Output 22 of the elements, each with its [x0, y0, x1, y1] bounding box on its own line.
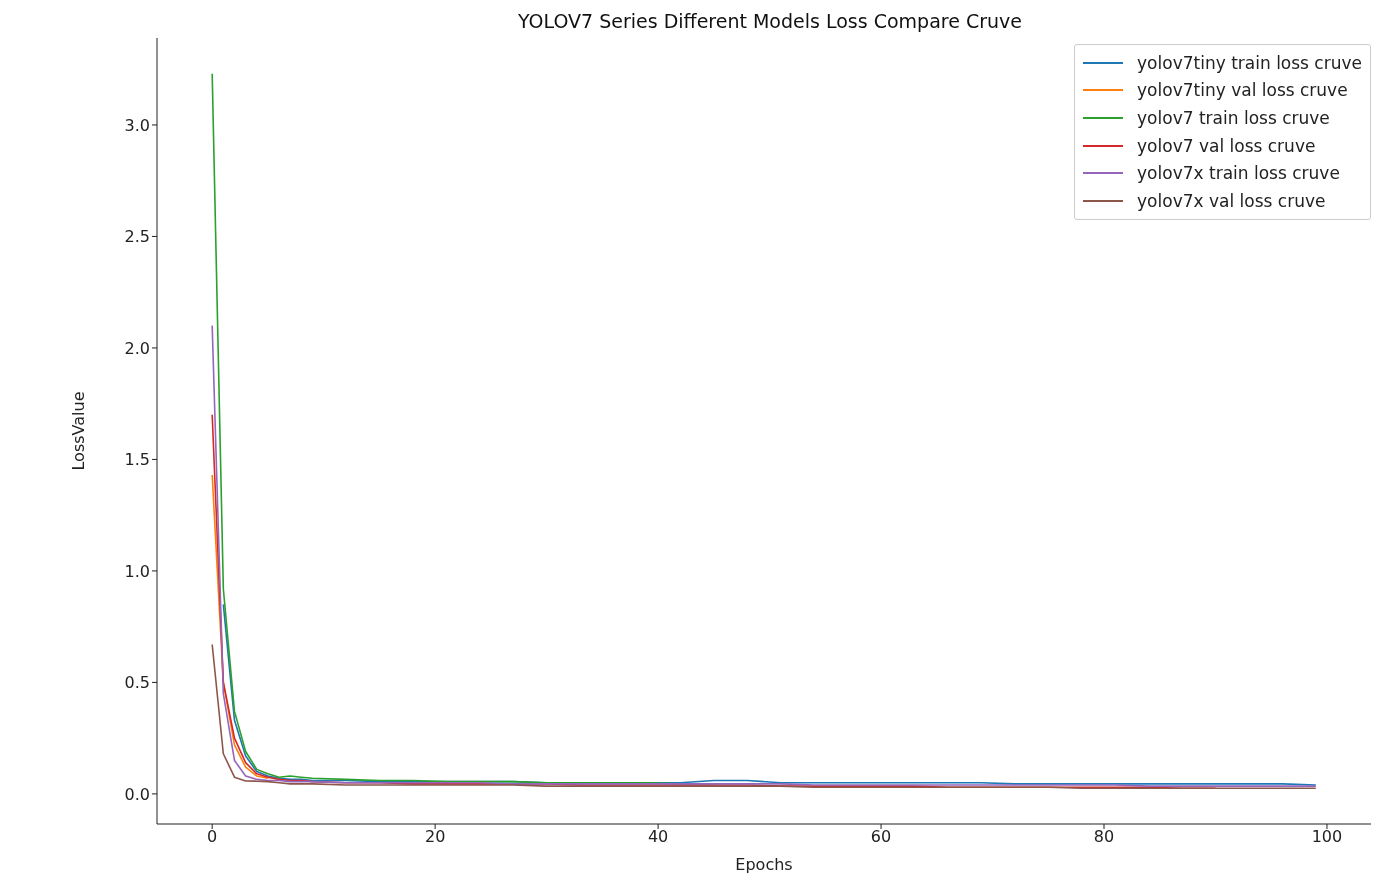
- y-tick-label: 2.0: [124, 338, 150, 358]
- y-tick-label: 0.5: [124, 673, 150, 693]
- chart-title: YOLOV7 Series Different Models Loss Compare Cruve: [517, 10, 1023, 32]
- legend-label: yolov7x train loss cruve: [1137, 163, 1340, 184]
- y-tick-label: 0.0: [124, 784, 150, 804]
- legend-label: yolov7 val loss cruve: [1137, 135, 1316, 156]
- x-tick-label: 60: [870, 827, 892, 847]
- x-tick-label: 40: [647, 827, 669, 847]
- x-tick-label: 0: [207, 827, 218, 847]
- y-tick-label: 2.5: [124, 227, 150, 247]
- y-tick-label: 3.0: [124, 115, 150, 135]
- y-axis-title: LossValue: [68, 391, 88, 471]
- legend-label: yolov7tiny val loss cruve: [1137, 80, 1348, 101]
- x-tick-label: 80: [1093, 827, 1115, 847]
- legend-label: yolov7x val loss cruve: [1137, 190, 1326, 211]
- x-tick-label: 20: [424, 827, 446, 847]
- y-tick-label: 1.0: [124, 561, 150, 581]
- x-tick-label: 100: [1311, 827, 1343, 847]
- x-axis-title: Epochs: [735, 855, 793, 874]
- legend-label: yolov7tiny train loss cruve: [1137, 52, 1362, 73]
- y-tick-label: 1.5: [124, 450, 150, 470]
- legend-label: yolov7 train loss cruve: [1137, 107, 1330, 128]
